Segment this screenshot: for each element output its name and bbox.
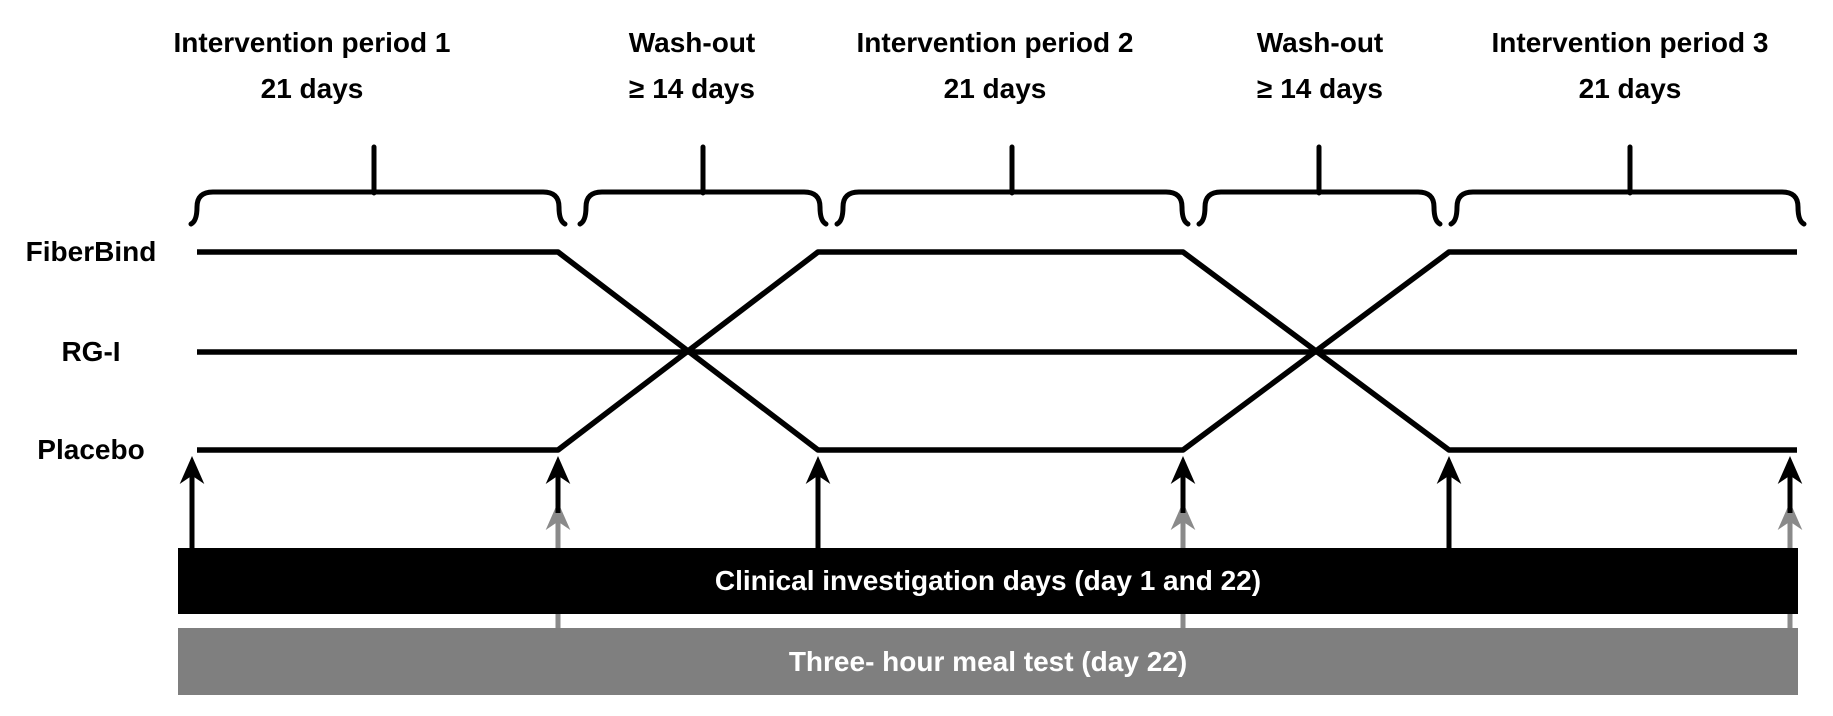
period-duration: ≥ 14 days xyxy=(1257,73,1383,104)
period-heading-4: Wash-out ≥ 14 days xyxy=(1257,20,1384,112)
period-label: Intervention period 2 xyxy=(856,27,1134,58)
clinical-investigation-days-bar-label: Clinical investigation days (day 1 and 2… xyxy=(714,565,1262,596)
placebo-sequence-line xyxy=(197,249,1797,453)
fiberbind-sequence-line xyxy=(197,249,1797,453)
period-duration: 21 days xyxy=(260,73,364,104)
brace-wash-out-1 xyxy=(577,144,829,227)
meal-test-bar: Three- hour meal test (day 22) xyxy=(178,628,1798,695)
period-duration: 21 days xyxy=(943,73,1047,104)
meal-test-bar-label: Three- hour meal test (day 22) xyxy=(788,646,1188,677)
brace-intervention-period-2 xyxy=(834,144,1191,227)
brace-intervention-period-3 xyxy=(1448,144,1807,227)
period-duration: 21 days xyxy=(1578,73,1682,104)
period-label: Wash-out xyxy=(1256,27,1384,58)
period-heading-5: Intervention period 3 21 days xyxy=(1492,20,1769,112)
clinical-investigation-days-bar: Clinical investigation days (day 1 and 2… xyxy=(178,548,1798,614)
period-label: Intervention period 1 xyxy=(173,27,451,58)
period-heading-2: Wash-out ≥ 14 days xyxy=(629,20,756,112)
period-heading-1: Intervention period 1 21 days xyxy=(174,20,451,112)
arm-label-fiberbind: FiberBind xyxy=(25,236,157,267)
brace-wash-out-2 xyxy=(1196,144,1443,227)
period-duration: ≥ 14 days xyxy=(629,73,755,104)
period-heading-3: Intervention period 2 21 days xyxy=(857,20,1134,112)
brace-intervention-period-1 xyxy=(188,144,568,227)
period-label: Wash-out xyxy=(628,27,756,58)
period-label: Intervention period 3 xyxy=(1491,27,1769,58)
arm-label-rg-i: RG-I xyxy=(61,336,121,367)
arm-label-placebo: Placebo xyxy=(37,434,145,465)
